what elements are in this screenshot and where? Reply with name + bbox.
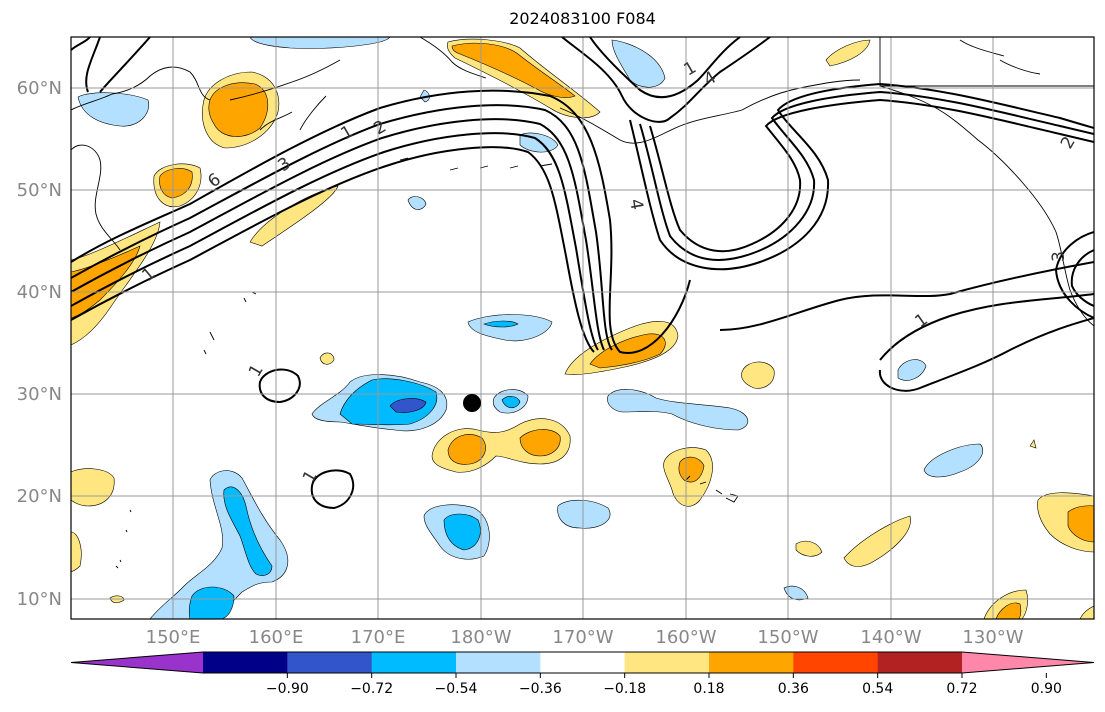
colorbar-tick-label: −0.72 bbox=[350, 681, 393, 697]
colorbar-tick-label: −0.90 bbox=[266, 681, 309, 697]
colorbar-extend-low bbox=[71, 652, 203, 673]
lon-label: 130°W bbox=[962, 627, 1023, 648]
colorbar-tick-label: 0.36 bbox=[778, 681, 809, 697]
lat-label: 20°N bbox=[17, 486, 62, 507]
colorbar-segment bbox=[203, 652, 288, 673]
gridlines bbox=[71, 37, 1094, 619]
contour-label: 4 bbox=[625, 197, 647, 211]
colorbar-segment bbox=[287, 652, 373, 673]
colorbar-tick-label: 0.54 bbox=[862, 681, 893, 697]
colorbar-tick-label: 0.72 bbox=[946, 681, 977, 697]
colorbar-segment bbox=[709, 652, 794, 673]
map-plot-area: 1 2 3 4 6 1 1 1 1 1 3 4 2 bbox=[71, 37, 1094, 619]
colorbar: −0.90 −0.72 −0.54 −0.36 −0.18 0.18 0.36 0.54 0.7… bbox=[70, 651, 1095, 697]
lon-label: 160°E bbox=[249, 627, 304, 648]
lon-label: 150°E bbox=[146, 627, 201, 648]
lat-label: 10°N bbox=[17, 589, 62, 610]
lat-label: 60°N bbox=[17, 78, 62, 99]
lon-label: 160°W bbox=[655, 627, 716, 648]
lon-label: 170°E bbox=[351, 627, 406, 648]
colorbar-tick-label: −0.54 bbox=[435, 681, 478, 697]
shaded-field bbox=[71, 37, 1094, 619]
contour-label: 3 bbox=[1049, 251, 1069, 262]
lon-axis: 150°E 160°E 170°E 180°W 170°W 160°W 150°… bbox=[146, 627, 1024, 648]
lat-label: 40°N bbox=[17, 282, 62, 303]
storm-center-dot-icon bbox=[463, 394, 481, 412]
map-title: 2024083100 F084 bbox=[509, 9, 656, 28]
colorbar-segment bbox=[540, 652, 626, 673]
lat-axis: 60°N 50°N 40°N 30°N 20°N 10°N bbox=[17, 78, 62, 610]
lon-label: 150°W bbox=[757, 627, 818, 648]
lat-label: 30°N bbox=[17, 384, 62, 405]
lon-label: 180°W bbox=[450, 627, 511, 648]
colorbar-segment bbox=[456, 652, 541, 673]
contour-label-group: 1 2 3 4 6 1 1 1 1 1 3 4 2 bbox=[138, 58, 1079, 487]
colorbar-segment bbox=[624, 652, 710, 673]
colorbar-segment bbox=[371, 652, 457, 673]
contour-lines bbox=[71, 37, 1094, 510]
colorbar-extend-high bbox=[962, 652, 1094, 673]
colorbar-tick-label: −0.36 bbox=[519, 681, 562, 697]
colorbar-tick-label: 0.90 bbox=[1031, 681, 1062, 697]
colorbar-tick-label: 0.18 bbox=[693, 681, 724, 697]
lon-label: 140°W bbox=[860, 627, 921, 648]
colorbar-outline bbox=[70, 651, 1095, 674]
lat-label: 50°N bbox=[17, 180, 62, 201]
map-frame bbox=[70, 36, 1095, 620]
colorbar-segment bbox=[793, 652, 879, 673]
colorbar-segment bbox=[877, 652, 963, 673]
lon-label: 170°W bbox=[552, 627, 613, 648]
colorbar-tick-label: −0.18 bbox=[603, 681, 646, 697]
coastlines bbox=[71, 37, 1094, 569]
